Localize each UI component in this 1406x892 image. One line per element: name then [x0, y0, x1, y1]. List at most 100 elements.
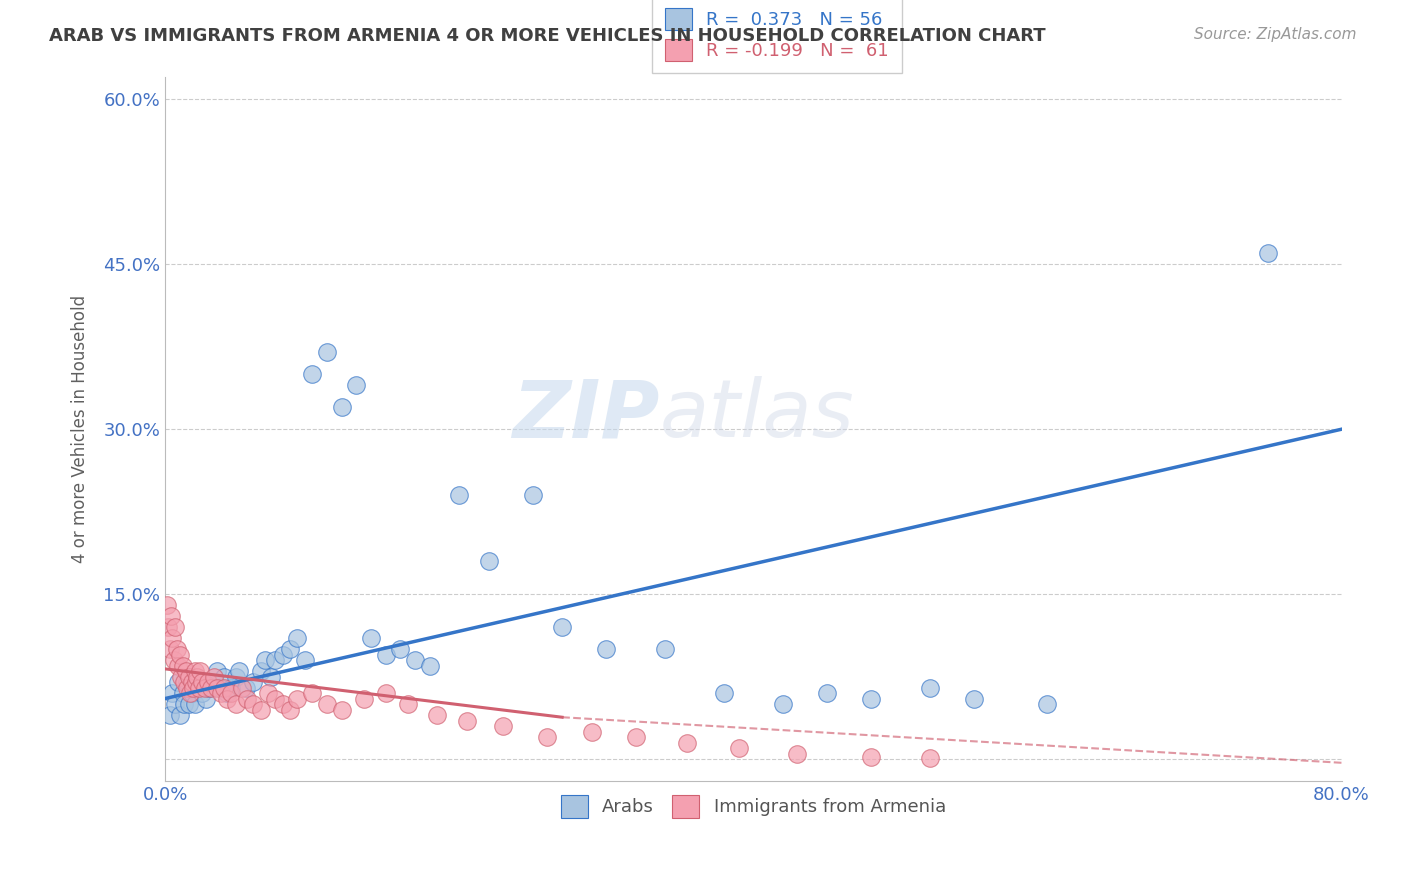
Point: [212, 681, 235, 695]
Point: [772, 697, 794, 711]
Point: [159, 642, 181, 657]
Point: [396, 697, 419, 711]
Point: [209, 681, 232, 695]
Point: [235, 681, 257, 695]
Point: [536, 730, 558, 744]
Point: [315, 345, 337, 359]
Point: [264, 691, 287, 706]
Point: [389, 642, 412, 657]
Point: [186, 669, 208, 683]
Point: [173, 697, 195, 711]
Point: [242, 697, 264, 711]
Point: [209, 686, 232, 700]
Point: [254, 653, 277, 667]
Point: [159, 708, 181, 723]
Point: [353, 691, 375, 706]
Point: [180, 686, 202, 700]
Text: atlas: atlas: [659, 376, 853, 454]
Point: [198, 681, 221, 695]
Point: [194, 681, 217, 695]
Point: [236, 691, 259, 706]
Point: [249, 664, 271, 678]
Point: [1036, 697, 1059, 711]
Point: [166, 642, 188, 657]
Point: [492, 719, 515, 733]
Point: [257, 686, 280, 700]
Point: [225, 669, 247, 683]
Point: [221, 681, 243, 695]
Point: [181, 681, 204, 695]
Point: [202, 669, 225, 683]
Point: [172, 686, 194, 700]
Point: [242, 675, 264, 690]
Point: [301, 368, 323, 382]
Point: [221, 686, 243, 700]
Point: [374, 686, 396, 700]
Y-axis label: 4 or more Vehicles in Household: 4 or more Vehicles in Household: [72, 295, 89, 563]
Point: [404, 653, 426, 667]
Text: Source: ZipAtlas.com: Source: ZipAtlas.com: [1194, 27, 1357, 42]
Point: [169, 708, 191, 723]
Point: [184, 675, 207, 690]
Point: [271, 697, 294, 711]
Point: [200, 681, 222, 695]
Point: [294, 653, 316, 667]
Point: [287, 691, 309, 706]
Point: [426, 708, 449, 723]
Point: [963, 691, 986, 706]
Point: [162, 686, 184, 700]
Point: [249, 702, 271, 716]
Point: [212, 669, 235, 683]
Point: [918, 681, 941, 695]
Point: [167, 658, 190, 673]
Point: [215, 686, 238, 700]
Point: [676, 735, 699, 749]
Point: [195, 691, 218, 706]
Point: [165, 620, 187, 634]
Point: [186, 675, 208, 690]
Point: [177, 669, 200, 683]
Point: [330, 401, 353, 415]
Point: [160, 609, 183, 624]
Point: [183, 664, 205, 678]
Point: [170, 669, 193, 683]
Point: [287, 631, 309, 645]
Point: [173, 675, 195, 690]
Point: [330, 702, 353, 716]
Point: [190, 664, 212, 678]
Point: [478, 554, 501, 568]
Point: [315, 697, 337, 711]
Point: [551, 620, 574, 634]
Point: [374, 648, 396, 662]
Point: [157, 620, 180, 634]
Point: [419, 658, 441, 673]
Point: [918, 751, 941, 765]
Point: [301, 686, 323, 700]
Point: [581, 724, 603, 739]
Point: [191, 675, 214, 690]
Point: [815, 686, 838, 700]
Text: ARAB VS IMMIGRANTS FROM ARMENIA 4 OR MORE VEHICLES IN HOUSEHOLD CORRELATION CHAR: ARAB VS IMMIGRANTS FROM ARMENIA 4 OR MOR…: [49, 27, 1046, 45]
Point: [654, 642, 676, 657]
Point: [271, 648, 294, 662]
Point: [205, 681, 228, 695]
Point: [225, 697, 247, 711]
Point: [228, 664, 250, 678]
Point: [191, 686, 214, 700]
Point: [1257, 246, 1279, 260]
Point: [713, 686, 735, 700]
Point: [197, 675, 219, 690]
Point: [167, 675, 190, 690]
Point: [859, 691, 882, 706]
Point: [169, 648, 191, 662]
Point: [180, 675, 202, 690]
Point: [859, 749, 882, 764]
Point: [205, 664, 228, 678]
Point: [522, 488, 544, 502]
Legend: Arabs, Immigrants from Armenia: Arabs, Immigrants from Armenia: [554, 789, 953, 825]
Point: [624, 730, 647, 744]
Point: [278, 642, 301, 657]
Point: [278, 702, 301, 716]
Point: [187, 681, 209, 695]
Point: [360, 631, 382, 645]
